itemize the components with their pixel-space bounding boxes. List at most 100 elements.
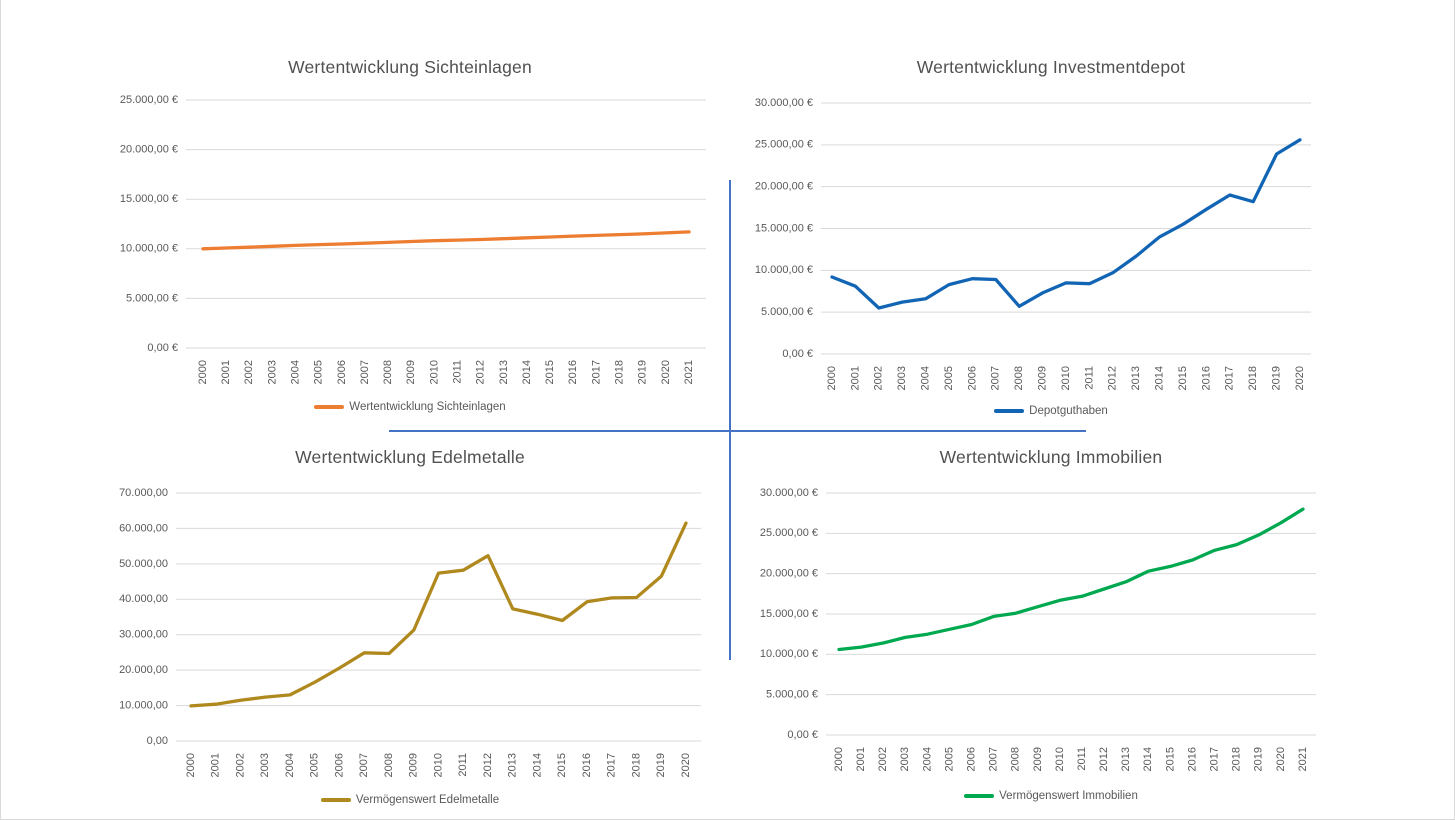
x-tick-label: 2013 xyxy=(1130,366,1142,390)
legend-label: Vermögenswert Edelmetalle xyxy=(355,794,500,806)
x-tick-label: 2001 xyxy=(849,366,861,390)
y-tick-label: 10.000,00 € xyxy=(120,243,178,255)
chart-panel-investmentdepot[interactable]: Wertentwicklung Investmentdepot 30.000,0… xyxy=(736,48,1366,422)
x-tick-label: 2004 xyxy=(921,747,933,771)
y-tick-label: 20.000,00 xyxy=(119,664,168,676)
chart-plot-edelmetalle: 70.000,00 60.000,00 50.000,00 40.000,00 30.0… xyxy=(119,487,701,777)
x-tick-label: 2004 xyxy=(920,366,932,390)
y-tick-label: 15.000,00 € xyxy=(120,193,178,205)
y-tick-label: 25.000,00 € xyxy=(760,527,818,539)
y-tick-label: 5.000,00 € xyxy=(766,689,818,701)
y-tick-label: 5.000,00 € xyxy=(761,306,813,318)
x-tick-label: 2017 xyxy=(1224,366,1236,390)
x-tick-label: 2016 xyxy=(581,753,593,777)
x-tick-label: 2002 xyxy=(243,360,255,384)
y-tick-label: 20.000,00 € xyxy=(120,144,178,156)
legend: Vermögenswert Immobilien xyxy=(736,790,1366,802)
x-tick-label: 2010 xyxy=(428,360,440,384)
x-tick-label: 2001 xyxy=(210,753,222,777)
x-tick-label: 2010 xyxy=(1060,366,1072,390)
x-tick-label: 2007 xyxy=(358,753,370,777)
x-tick-label: 2004 xyxy=(284,753,296,777)
x-tick-label: 2014 xyxy=(531,753,543,777)
x-tick-label: 2021 xyxy=(683,360,695,384)
y-tick-label: 30.000,00 € xyxy=(755,97,813,109)
chart-plot-sichteinlagen: 25.000,00 € 20.000,00 € 15.000,00 € 10.000,… xyxy=(120,94,706,384)
x-tick-label: 2010 xyxy=(1054,747,1066,771)
chart-panel-edelmetalle[interactable]: Wertentwicklung Edelmetalle 70.000,00 60.… xyxy=(94,438,726,816)
legend: Vermögenswert Edelmetalle xyxy=(94,794,726,806)
x-tick-label: 2009 xyxy=(1037,366,1049,390)
x-tick-label: 2014 xyxy=(521,360,533,384)
x-tick-label: 2015 xyxy=(556,753,568,777)
x-tick-label: 2018 xyxy=(1247,366,1259,390)
chart-plot-investmentdepot: 30.000,00 € 25.000,00 € 20.000,00 € 15.000,… xyxy=(755,97,1311,390)
chart-panel-immobilien[interactable]: Wertentwicklung Immobilien 30.000,00 € 25… xyxy=(736,438,1366,816)
x-tick-label: 2020 xyxy=(680,753,692,777)
x-tick-label: 2012 xyxy=(475,360,487,384)
y-tick-label: 20.000,00 € xyxy=(760,568,818,580)
y-tick-label: 50.000,00 xyxy=(119,558,168,570)
divider-vertical-line xyxy=(729,180,731,660)
x-tick-label: 2011 xyxy=(457,753,469,777)
x-tick-label: 2015 xyxy=(1177,366,1189,390)
x-tick-label: 2008 xyxy=(382,360,394,384)
x-tick-label: 2002 xyxy=(234,753,246,777)
x-tick-label: 2013 xyxy=(507,753,519,777)
x-tick-label: 2009 xyxy=(1032,747,1044,771)
chart-plot-immobilien: 30.000,00 € 25.000,00 € 20.000,00 € 15.000,… xyxy=(760,487,1316,771)
legend: Wertentwicklung Sichteinlagen xyxy=(94,401,726,413)
legend: Depotguthaben xyxy=(736,405,1366,417)
legend-marker-line xyxy=(320,798,351,802)
y-tick-label: 60.000,00 xyxy=(119,522,168,534)
y-tick-label: 30.000,00 xyxy=(119,629,168,641)
x-tick-label: 2016 xyxy=(567,360,579,384)
x-tick-label: 2019 xyxy=(1271,366,1283,390)
x-tick-label: 2016 xyxy=(1186,747,1198,771)
y-tick-label: 5.000,00 € xyxy=(126,292,178,304)
series-line xyxy=(830,138,1302,310)
x-tick-label: 2003 xyxy=(896,366,908,390)
chart-title: Wertentwicklung Edelmetalle xyxy=(295,447,525,467)
y-tick-label: 0,00 xyxy=(147,735,168,747)
x-tick-label: 2017 xyxy=(606,753,618,777)
x-tick-label: 2020 xyxy=(1294,366,1306,390)
x-tick-label: 2018 xyxy=(630,753,642,777)
x-tick-label: 2019 xyxy=(1253,747,1265,771)
chart-panel-sichteinlagen[interactable]: Wertentwicklung Sichteinlagen 25.000,00 … xyxy=(94,48,726,422)
x-tick-label: 2019 xyxy=(655,753,667,777)
y-tick-label: 25.000,00 € xyxy=(755,139,813,151)
legend-marker-line xyxy=(314,405,345,409)
x-tick-label: 2006 xyxy=(966,366,978,390)
chart-title: Wertentwicklung Immobilien xyxy=(939,447,1163,467)
x-tick-label: 2014 xyxy=(1154,366,1166,390)
x-tick-label: 2000 xyxy=(197,360,209,384)
x-tick-label: 2000 xyxy=(185,753,197,777)
legend-label: Depotguthaben xyxy=(1029,405,1108,417)
series-line xyxy=(189,521,688,708)
x-tick-label: 2017 xyxy=(590,360,602,384)
x-tick-label: 2005 xyxy=(309,753,321,777)
x-tick-label: 2000 xyxy=(833,747,845,771)
x-tick-label: 2006 xyxy=(333,753,345,777)
y-tick-label: 0,00 € xyxy=(787,729,818,741)
x-tick-label: 2005 xyxy=(313,360,325,384)
x-tick-label: 2002 xyxy=(873,366,885,390)
x-tick-label: 2007 xyxy=(990,366,1002,390)
x-tick-label: 2008 xyxy=(383,753,395,777)
legend-marker-line xyxy=(994,409,1025,413)
x-tick-label: 2008 xyxy=(1013,366,1025,390)
x-tick-label: 2007 xyxy=(988,747,1000,771)
legend-label: Vermögenswert Immobilien xyxy=(999,790,1138,802)
x-tick-label: 2009 xyxy=(405,360,417,384)
y-tick-label: 70.000,00 xyxy=(119,487,168,499)
x-tick-label: 2011 xyxy=(1083,366,1095,390)
x-tick-label: 2008 xyxy=(1010,747,1022,771)
y-tick-label: 0,00 € xyxy=(782,348,813,360)
y-tick-label: 0,00 € xyxy=(147,342,178,354)
y-tick-label: 30.000,00 € xyxy=(760,487,818,499)
x-tick-label: 2012 xyxy=(1098,747,1110,771)
y-tick-label: 15.000,00 € xyxy=(760,608,818,620)
x-tick-label: 2013 xyxy=(498,360,510,384)
